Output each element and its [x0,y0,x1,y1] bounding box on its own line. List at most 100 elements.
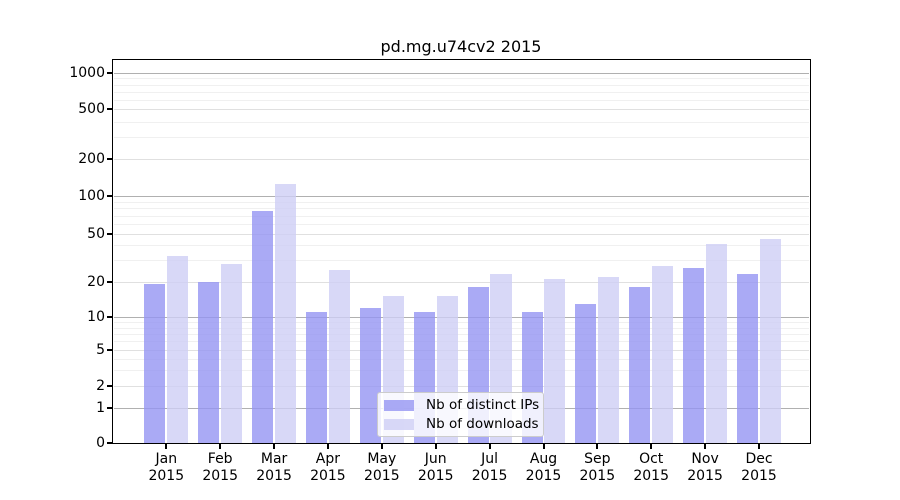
x-tick-mark-mar [273,443,276,449]
y-gridline-20 [114,281,809,283]
y-tick-label-2: 2 [96,377,105,394]
y-tick-label-100: 100 [78,188,105,205]
y-tick-label-50: 50 [87,225,105,242]
month-label: Jan [155,451,178,467]
x-tick-mark-oct [650,443,653,449]
bar-nb-of-distinct-ips-oct [629,287,651,443]
month-label: Dec [745,451,773,467]
y-gridline-5 [114,350,809,351]
legend-row-nb-of-downloads: Nb of downloads [384,416,539,432]
x-tick-label-feb: Feb 2015 [188,451,252,485]
bar-nb-of-downloads-mar [274,184,297,443]
y-gridline-900 [114,78,809,80]
y-gridline-600 [114,99,809,101]
y-gridline-50 [114,233,809,235]
month-label: May [367,451,397,467]
x-tick-mark-apr [326,443,329,449]
y-gridline-200 [114,159,809,161]
y-gridline-1000 [114,72,809,74]
y-tick-label-5: 5 [96,342,105,358]
year-label: 2015 [148,468,185,484]
y-tick-mark-1 [107,407,113,410]
y-gridline-90 [114,201,809,203]
x-tick-mark-sep [596,443,599,449]
x-tick-label-nov: Nov 2015 [673,451,737,485]
x-tick-label-apr: Apr 2015 [296,451,360,485]
y-tick-label-500: 500 [78,101,105,118]
y-gridline-7 [114,333,809,335]
month-label: Feb [207,451,233,467]
x-tick-mark-dec [758,443,760,449]
bar-nb-of-distinct-ips-sep [575,303,597,443]
bar-nb-of-downloads-oct [652,265,674,443]
y-gridline-80 [114,208,809,210]
x-tick-label-may: May 2015 [350,451,414,485]
legend-swatch-icon [384,399,414,411]
month-label: Sep [584,451,611,467]
year-label: 2015 [579,468,616,484]
bar-nb-of-distinct-ips-apr [305,312,328,443]
x-tick-mark-may [380,443,383,449]
legend-swatch-icon [384,418,414,430]
year-label: 2015 [633,468,669,484]
bar-nb-of-downloads-sep [598,276,620,443]
month-label: Jun [424,451,447,467]
y-gridline-400 [114,121,809,123]
x-tick-label-aug: Aug 2015 [512,451,576,485]
year-label: 2015 [256,468,292,484]
y-gridline-30 [114,260,809,262]
y-tick-mark-20 [107,280,113,283]
y-gridline-700 [114,91,809,93]
legend-label: Nb of downloads [426,416,539,432]
year-label: 2015 [525,468,562,484]
year-label: 2015 [687,468,723,484]
x-tick-label-mar: Mar 2015 [242,451,306,485]
y-tick-label-1: 1 [96,400,105,417]
month-label: Oct [639,451,664,467]
bar-nb-of-downloads-apr [328,270,350,443]
x-tick-label-dec: Dec 2015 [727,451,791,485]
bar-nb-of-downloads-aug [544,279,566,443]
y-tick-mark-500 [107,108,113,111]
bar-nb-of-downloads-jan [167,255,189,443]
y-gridline-800 [114,84,809,86]
legend-label: Nb of distinct IPs [426,397,540,413]
bar-nb-of-distinct-ips-jan [144,284,166,443]
bar-nb-of-downloads-feb [221,264,243,443]
y-tick-mark-10 [107,315,113,318]
bar-nb-of-distinct-ips-feb [198,281,220,443]
bar-nb-of-distinct-ips-dec [737,274,759,443]
y-tick-label-10: 10 [87,308,105,325]
y-tick-mark-1000 [107,71,113,74]
y-gridline-100 [114,196,809,198]
chart-title: pd.mg.u74cv2 2015 [380,37,542,56]
x-tick-label-sep: Sep 2015 [565,451,629,485]
bar-nb-of-distinct-ips-may [359,307,381,443]
year-label: 2015 [417,468,454,484]
legend: Nb of distinct IPs Nb of downloads [377,392,544,437]
x-tick-mark-aug [542,443,545,449]
x-tick-label-jun: Jun 2015 [404,451,468,485]
bar-nb-of-distinct-ips-mar [252,211,274,443]
x-tick-mark-jun [434,443,437,449]
y-tick-mark-2 [107,384,113,387]
year-label: 2015 [741,468,777,484]
x-tick-label-oct: Oct 2015 [619,451,683,485]
y-tick-label-1000: 1000 [69,64,105,81]
year-label: 2015 [202,468,238,484]
y-tick-mark-5 [107,349,113,351]
bar-nb-of-downloads-dec [759,239,781,443]
bar-nb-of-distinct-ips-nov [683,267,705,443]
x-tick-mark-jul [488,443,491,449]
month-label: Apr [315,451,340,467]
x-tick-mark-nov [704,443,707,449]
y-tick-mark-100 [107,195,113,198]
month-label: Mar [260,451,288,467]
y-gridline-9 [114,321,809,323]
y-tick-label-200: 200 [78,151,105,168]
y-tick-mark-200 [107,158,113,161]
year-label: 2015 [310,468,346,484]
y-gridline-500 [114,109,809,111]
y-tick-label-0: 0 [96,435,105,451]
